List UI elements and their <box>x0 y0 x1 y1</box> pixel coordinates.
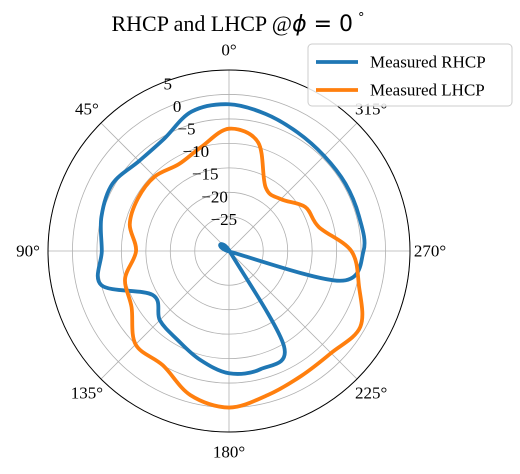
angular-gridline <box>228 122 358 252</box>
legend-label-2: Measured LHCP <box>370 81 485 100</box>
polar-grid <box>47 69 411 433</box>
angular-gridline <box>100 122 230 252</box>
angle-tick-label: 225° <box>355 384 387 403</box>
title-prefix: RHCP and LHCP @ <box>111 11 292 36</box>
angle-tick-label: 135° <box>71 384 103 403</box>
radial-tick-label: −20 <box>201 187 228 206</box>
radial-tick-label: 0 <box>173 97 182 116</box>
series-line-1 <box>95 102 367 376</box>
angle-tick-label: 0° <box>221 41 236 60</box>
polar-frame-group <box>47 69 411 433</box>
chart-title-group: RHCP and LHCP @ϕ = 0 ° <box>111 11 364 37</box>
angle-tick-label: 180° <box>213 443 245 462</box>
title-equals-zero: = 0 <box>307 12 353 37</box>
radial-tick-label: −5 <box>177 119 195 138</box>
angular-gridline <box>228 250 358 380</box>
series-group <box>95 102 367 410</box>
legend-label-1: Measured RHCP <box>370 53 486 72</box>
legend-box <box>307 43 513 107</box>
title-degree-mark: ° <box>358 11 365 26</box>
legend: Measured RHCP Measured LHCP <box>307 43 513 107</box>
radial-tick-label: −15 <box>192 165 219 184</box>
angular-gridline <box>100 250 230 380</box>
chart-title: RHCP and LHCP @ϕ = 0 ° <box>111 11 364 37</box>
tick-label-group: 0°45°90°135°180°225°270°315°50−5−10−15−2… <box>16 41 446 462</box>
series-line-2 <box>123 126 365 410</box>
angle-tick-label: 45° <box>75 99 99 118</box>
angle-tick-label: 90° <box>16 242 40 261</box>
radial-tick-label: −10 <box>183 142 210 161</box>
title-phi-symbol: ϕ <box>292 12 307 37</box>
polar-frame <box>47 69 411 433</box>
radial-tick-label: −25 <box>211 210 238 229</box>
angle-tick-label: 270° <box>414 242 446 261</box>
radial-tick-label: 5 <box>163 74 172 93</box>
